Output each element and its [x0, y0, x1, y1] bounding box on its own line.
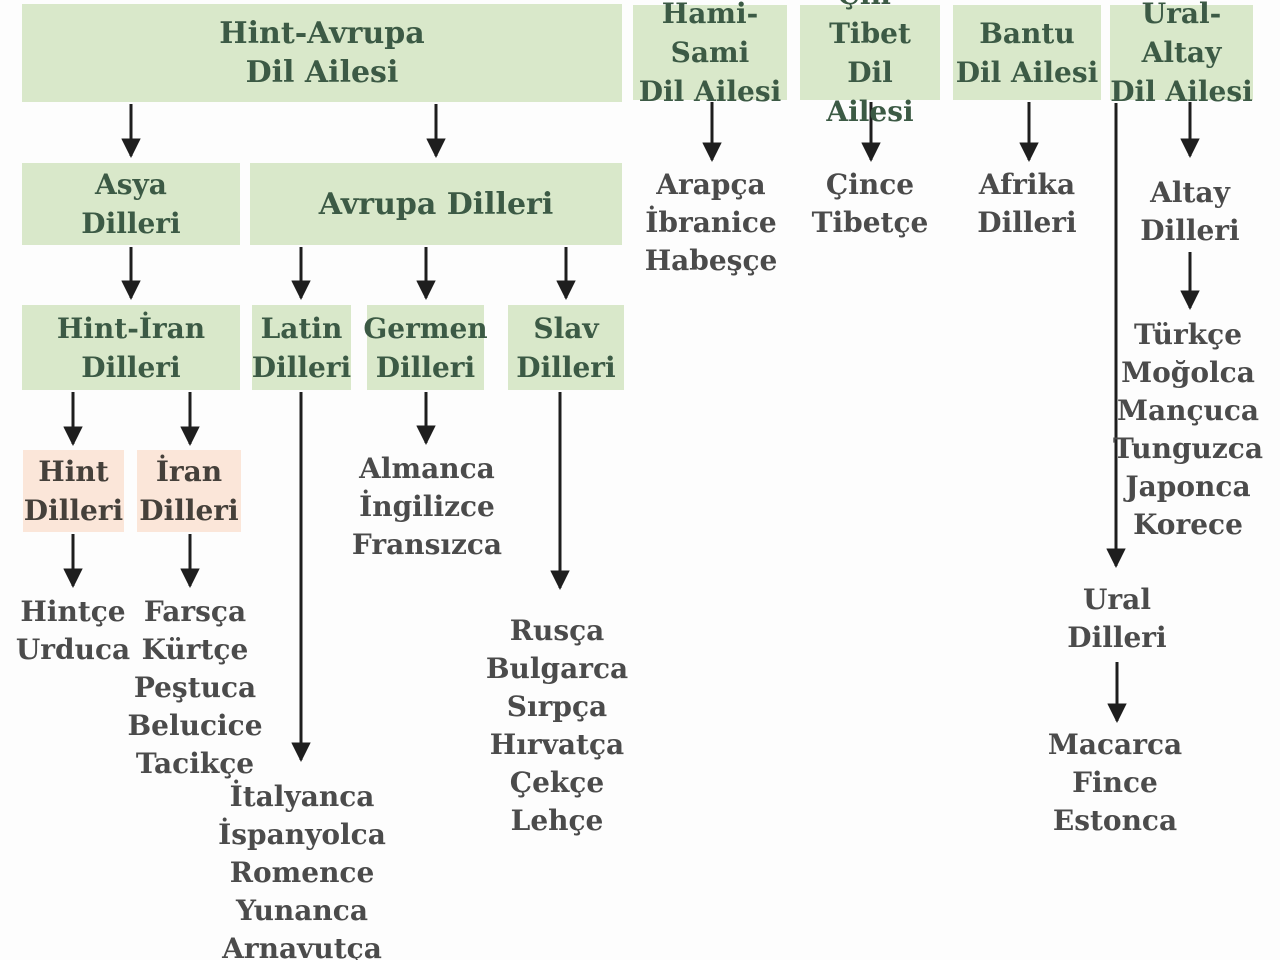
- list-latin-languages: İtalyanca İspanyolca Romence Yunanca Arn…: [218, 780, 386, 960]
- node-ural-dilleri: Ural Dilleri: [1067, 583, 1167, 654]
- node-asya-dilleri: Asya Dilleri: [22, 163, 240, 245]
- list-hami-sami-languages: Arapça İbranice Habeşçe: [644, 168, 778, 277]
- node-latin-dilleri: Latin Dilleri: [252, 305, 351, 390]
- node-germen-dilleri: Germen Dilleri: [363, 305, 488, 390]
- list-altay-languages: Türkçe Moğolca Mançuca Tunguzca Japonca …: [1112, 318, 1264, 541]
- list-cin-tibet-languages: Çince Tibetçe: [811, 168, 929, 239]
- list-iran-languages: Farsça Kürtçe Peştuca Belucice Tacikçe: [127, 595, 263, 780]
- list-ural-languages: Macarca Fince Estonca: [1047, 728, 1183, 837]
- list-hint-languages: Hintçe Urduca: [15, 595, 131, 666]
- node-hami-sami-family: Hami-Sami Dil Ailesi: [633, 0, 787, 108]
- list-bantu-languages: Afrika Dilleri: [977, 168, 1077, 239]
- node-ural-altay-family: Ural-Altay Dil Ailesi: [1110, 0, 1253, 108]
- node-hint-iran-dilleri: Hint-İran Dilleri: [22, 305, 240, 390]
- node-avrupa-dilleri: Avrupa Dilleri: [250, 163, 622, 245]
- node-cin-tibet-family: Çin-Tibet Dil Ailesi: [800, 0, 940, 128]
- node-bantu-family: Bantu Dil Ailesi: [953, 5, 1101, 100]
- node-hint-avrupa-family: Hint-Avrupa Dil Ailesi: [22, 4, 622, 102]
- node-iran-dilleri: İran Dilleri: [137, 450, 241, 532]
- list-germen-languages: Almanca İngilizce Fransızca: [351, 452, 503, 561]
- node-altay-dilleri: Altay Dilleri: [1140, 176, 1240, 247]
- node-slav-dilleri: Slav Dilleri: [508, 305, 624, 390]
- list-slav-languages: Rusça Bulgarca Sırpça Hırvatça Çekçe Leh…: [485, 614, 629, 837]
- node-hint-dilleri: Hint Dilleri: [23, 450, 124, 532]
